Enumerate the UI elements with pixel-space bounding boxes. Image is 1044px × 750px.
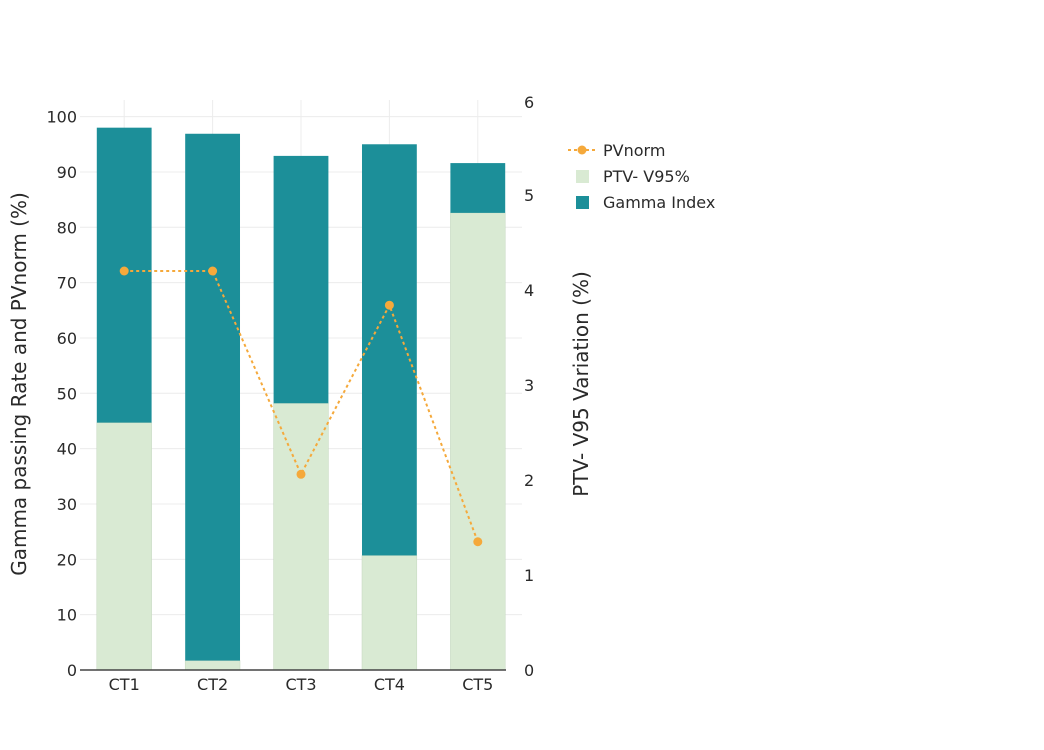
legend-label: PTV- V95%: [603, 167, 690, 186]
x-tick-label: CT4: [374, 675, 405, 694]
y-left-tick-label: 30: [57, 495, 77, 514]
y-right-tick-label: 6: [524, 93, 534, 112]
legend-swatch-ptv-v95: [576, 170, 589, 183]
y-left-axis-ticks: 0 10 20 30 40 50 60 70 80 90 100: [46, 108, 77, 680]
legend-marker-pvnorm: [577, 145, 587, 155]
pvnorm-point-ct2: [208, 266, 218, 276]
bar-gamma-index-ct2: [185, 133, 241, 661]
legend-label: PVnorm: [603, 141, 665, 160]
y-right-tick-label: 0: [524, 661, 534, 680]
bar-ptv-v95-ct2: [184, 660, 241, 671]
y-right-tick-label: 2: [524, 471, 534, 490]
y-right-tick-label: 5: [524, 186, 534, 205]
y-left-tick-label: 60: [57, 329, 77, 348]
pvnorm-point-ct1: [119, 266, 129, 276]
x-tick-label: CT1: [109, 675, 140, 694]
y-right-tick-label: 3: [524, 376, 534, 395]
pvnorm-line-layer: [119, 266, 483, 547]
y-left-tick-label: 100: [46, 108, 77, 127]
pvnorm-point-ct4: [384, 300, 394, 310]
y-left-tick-label: 90: [57, 163, 77, 182]
bars: [96, 127, 506, 671]
y-left-tick-label: 80: [57, 218, 77, 237]
bar-gamma-index-ct5: [450, 163, 506, 213]
bar-gamma-index-ct4: [361, 144, 417, 556]
bar-ptv-v95-ct3: [273, 403, 329, 671]
y-left-tick-label: 70: [57, 274, 77, 293]
x-tick-label: CT2: [197, 675, 228, 694]
pvnorm-point-ct5: [473, 537, 483, 547]
y-right-axis-title: PTV- V95 Variation (%): [569, 271, 593, 497]
y-left-tick-label: 20: [57, 550, 77, 569]
x-tick-label: CT3: [285, 675, 316, 694]
bar-gamma-index-ct3: [273, 155, 329, 404]
legend-label: Gamma Index: [603, 193, 715, 212]
legend: PVnorm PTV- V95% Gamma Index: [568, 141, 715, 212]
bar-ptv-v95-ct1: [96, 422, 152, 671]
pvnorm-point-ct3: [296, 469, 306, 479]
x-tick-label: CT5: [462, 675, 493, 694]
x-axis-ticks: CT1 CT2 CT3 CT4 CT5: [109, 675, 494, 694]
y-left-tick-label: 40: [57, 440, 77, 459]
y-right-tick-label: 4: [524, 281, 534, 300]
y-left-tick-label: 0: [67, 661, 77, 680]
bar-ptv-v95-ct5: [450, 212, 506, 671]
bar-ptv-v95-ct4: [361, 555, 418, 671]
y-left-tick-label: 50: [57, 384, 77, 403]
y-left-axis-title: Gamma passing Rate and PVnorm (%): [7, 192, 31, 576]
legend-swatch-gamma-index: [576, 196, 589, 209]
y-right-tick-label: 1: [524, 566, 534, 585]
y-right-axis-ticks: 0 1 2 3 4 5 6: [524, 93, 534, 680]
y-left-tick-label: 10: [57, 606, 77, 625]
